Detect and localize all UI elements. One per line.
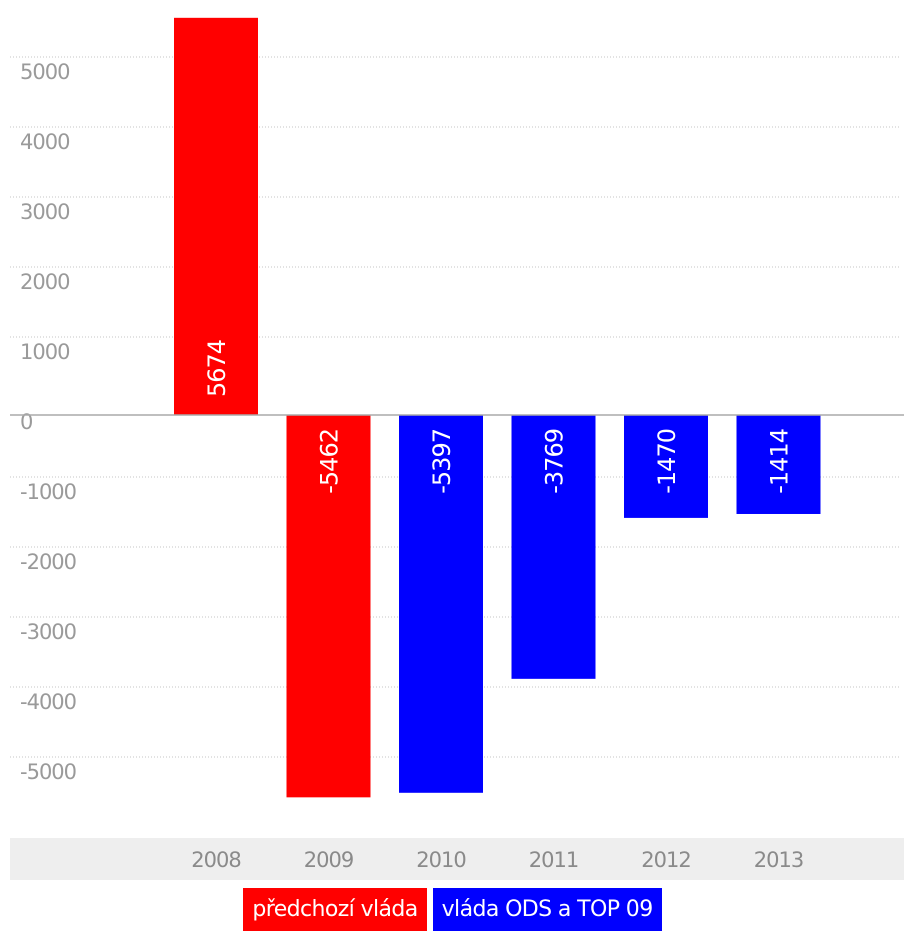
y-tick-label: -4000 <box>20 690 76 714</box>
x-tick-label-2012: 2012 <box>641 848 690 872</box>
bar-value-label-2009: -5462 <box>316 429 344 494</box>
bar-value-label-2008: 5674 <box>203 340 231 397</box>
y-tick-label: -1000 <box>20 480 76 504</box>
y-tick-label: 4000 <box>20 130 69 154</box>
bar-2008 <box>174 17 258 415</box>
bars <box>174 17 821 798</box>
bar-2010 <box>399 415 483 793</box>
y-tick-label: -3000 <box>20 620 76 644</box>
y-tick-label: 2000 <box>20 270 69 294</box>
x-tick-label-2011: 2011 <box>529 848 578 872</box>
bar-value-labels: 5674 -5462 -5397 -3769 -1470 -1414 <box>203 340 794 494</box>
legend-item-ods-top09-government: vláda ODS a TOP 09 <box>432 888 662 931</box>
y-tick-label: 0 <box>20 410 32 434</box>
bar-2011 <box>511 415 596 679</box>
y-tick-label: -5000 <box>20 760 76 784</box>
x-tick-label-2010: 2010 <box>416 848 465 872</box>
legend-label-previous-government: předchozí vláda <box>252 897 418 922</box>
legend: předchozí vláda vláda ODS a TOP 09 <box>0 888 905 931</box>
y-tick-label: 1000 <box>20 340 69 364</box>
x-axis-band <box>10 838 904 880</box>
y-tick-label: 3000 <box>20 200 69 224</box>
y-tick-label: -2000 <box>20 550 76 574</box>
x-tick-label-2009: 2009 <box>304 848 353 872</box>
y-tick-label: 5000 <box>20 60 69 84</box>
bar-2013 <box>736 415 821 514</box>
legend-label-ods-top09-government: vláda ODS a TOP 09 <box>441 897 654 922</box>
x-axis-tick-labels: 2008 2009 2010 2011 2012 2013 <box>191 848 804 872</box>
bar-value-label-2010: -5397 <box>428 429 456 494</box>
y-axis-tick-labels: 5000 4000 3000 2000 1000 0 -1000 -2000 -3000 -400… <box>20 60 77 784</box>
bar-value-label-2012: -1470 <box>653 429 681 494</box>
x-tick-label-2008: 2008 <box>191 848 240 872</box>
bar-2009 <box>286 415 371 798</box>
x-tick-label-2013: 2013 <box>754 848 803 872</box>
legend-item-previous-government: předchozí vláda <box>243 888 427 931</box>
bar-value-label-2011: -3769 <box>541 429 569 494</box>
bar-value-label-2013: -1414 <box>766 429 794 494</box>
bar-2012 <box>624 415 708 518</box>
